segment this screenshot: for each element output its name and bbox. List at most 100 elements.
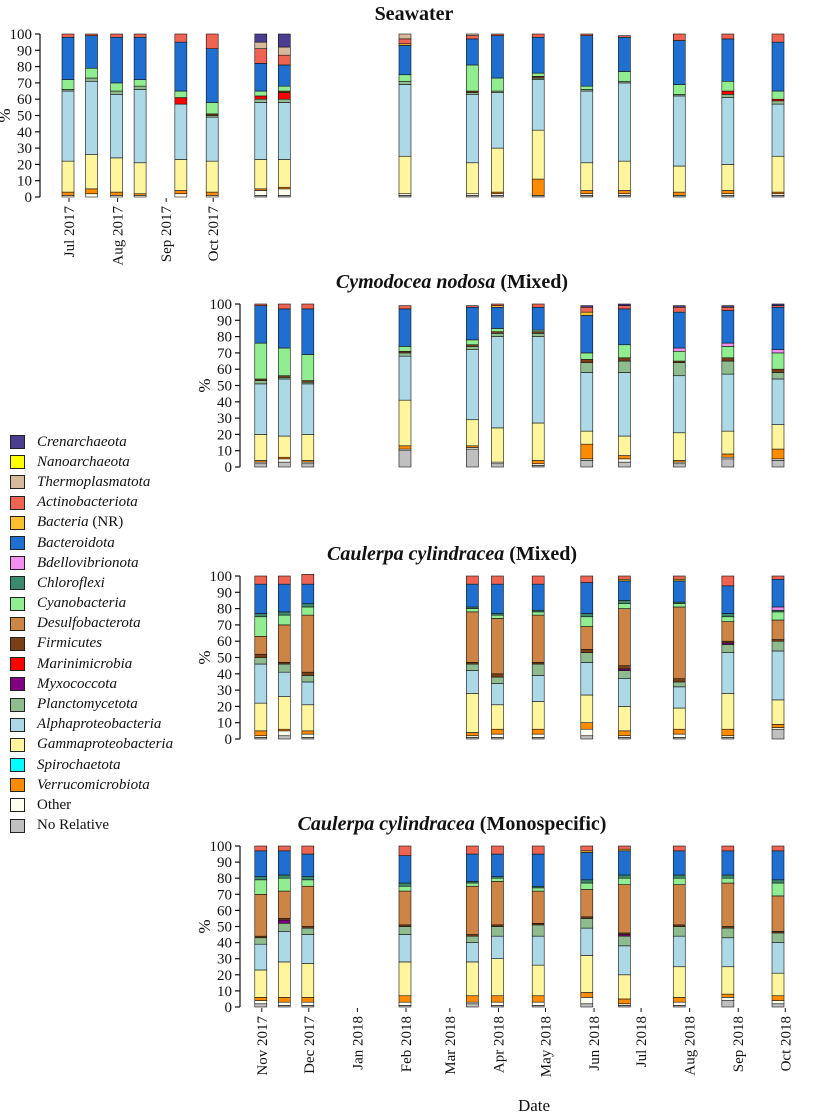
stacked-bar [277,303,291,468]
legend-label: Bacteria (NR) [37,514,123,531]
y-axis-label: % [195,378,214,392]
bar-segment-planctomycetota [580,362,594,373]
bar-segment-verrucomicrobiota [721,993,735,998]
bar-segment-alphaproteobacteria [491,92,504,149]
bar-segment-gammaproteobacteria [254,969,268,998]
bar-segment-bacteroidota [398,308,412,347]
panel-title-suffix: (Mixed) [495,271,568,293]
panel-title-suffix: (Monospecific) [475,813,607,835]
legend-label-name: Other [37,796,72,813]
bar-segment-cyanobacteria [398,346,412,352]
y-tick-label: 80 [217,602,232,618]
legend-item-bacteroidota: Bacteroidota [10,533,210,553]
bar-segment-gammaproteobacteria [491,958,504,997]
y-tick-label: 40 [217,667,232,683]
bar-segment-planctomycetota [398,352,412,357]
bar-segment-cyanobacteria [491,328,504,333]
bar-segment-alphaproteobacteria [491,336,504,429]
bar-segment-desulfobacterota [254,636,268,655]
y-tick-label: 100 [210,839,233,855]
bar-segment-actinobacteriota [254,48,268,64]
stacked-bar [254,575,268,740]
bar-segment-bacteroidota [61,36,75,80]
bar-segment-verrucomicrobiota [618,730,631,737]
bar-segment-alphaproteobacteria [618,372,631,437]
legend-item-no-relative: No Relative [10,816,210,836]
bar-segment-cyanobacteria [277,614,291,626]
stacked-bar [491,845,504,1008]
x-tick-label: Sep 2018 [731,1016,747,1072]
stacked-bar [205,33,219,198]
stacked-bar [491,303,504,468]
bar-segment-alphaproteobacteria [277,378,291,437]
bar-segment-verrucomicrobiota [398,995,412,1003]
stacked-bar [110,33,123,198]
bar-segment-planctomycetota [721,360,735,375]
y-tick-label: 70 [217,346,232,362]
bar-segment-planctomycetota [531,663,545,676]
bar-segment-verrucomicrobiota [721,728,735,737]
legend-label: Alphaproteobacteria [37,716,161,733]
bar-segment-planctomycetota [721,94,735,98]
legend-item-firmicutes: Firmicutes [10,634,210,654]
legend-label: Verrucomicrobiota [37,777,150,794]
legend-item-actinobacteriota: Actinobacteriota [10,493,210,513]
bar-segment-alphaproteobacteria [466,942,479,963]
bar-segment-actinobacteriota [466,575,479,585]
legend-label-name: Actinobacteriota [37,494,138,511]
bar-segment-no-relative [618,461,631,468]
bar-segment-gammaproteobacteria [531,129,545,180]
bar-segment-actinobacteriota [277,575,291,585]
bar-segment-desulfobacterota [771,895,785,932]
y-tick-label: 30 [217,952,232,968]
bar-segment-thermoplasmatota [277,46,291,56]
bar-segment-actinobacteriota [277,303,291,310]
y-tick-label: 60 [217,634,232,650]
bar-segment-alphaproteobacteria [491,935,504,959]
bar-segment-firmicutes [254,653,268,658]
bar-segment-bacteria [580,311,594,316]
bar-segment-bacteroidota [771,306,785,350]
bar-segment-cyanobacteria [721,877,735,884]
bar-segment-alphaproteobacteria [61,90,75,162]
bar-segment-cyanobacteria [618,71,631,82]
bar-segment-no-relative [580,1003,594,1008]
y-tick-label: 20 [217,699,232,715]
bar-segment-desulfobacterota [466,611,479,663]
bar-segment-verrucomicrobiota [491,995,504,1003]
bar-segment-planctomycetota [721,644,735,653]
bar-segment-chloroflexi [301,876,315,881]
bar-segment-other [277,188,291,196]
bar-segment-other [672,1001,686,1006]
bar-segment-no-relative [672,463,686,468]
bar-segment-verrucomicrobiota [531,460,545,465]
legend-item-planctomycetota: Planctomycetota [10,694,210,714]
bar-segment-alphaproteobacteria [85,80,98,155]
stacked-bar [301,845,315,1008]
panel-title: Seawater [375,3,454,25]
legend-label-name: Bacteria [37,514,89,531]
legend-label: Chloroflexi [37,575,105,592]
bar-segment-alphaproteobacteria [110,94,123,159]
stacked-bar [85,33,98,198]
bar-segment-verrucomicrobiota [721,190,735,195]
bar-segment-verrucomicrobiota [205,191,219,196]
bar-segment-gammaproteobacteria [491,704,504,730]
bar-segment-chloroflexi [254,876,268,881]
bar-segment-other [301,1001,315,1006]
bar-segment-alphaproteobacteria [254,383,268,435]
bar-segment-verrucomicrobiota [580,443,594,460]
stacked-bar [491,575,504,740]
bar-segment-actinobacteriota [85,33,98,36]
bar-segment-cyanobacteria [491,77,504,92]
bar-segment-desulfobacterota [301,614,315,673]
stacked-bar [466,575,479,740]
bar-segment-alphaproteobacteria [771,650,785,701]
bar-segment-actinobacteriota [618,575,631,580]
bar-segment-bacteroidota [491,583,504,614]
y-tick-label: 90 [17,43,32,59]
bar-segment-actinobacteriota [398,38,412,45]
bar-segment-bdellovibrionota [771,349,785,354]
bar-segment-gammaproteobacteria [174,159,188,191]
